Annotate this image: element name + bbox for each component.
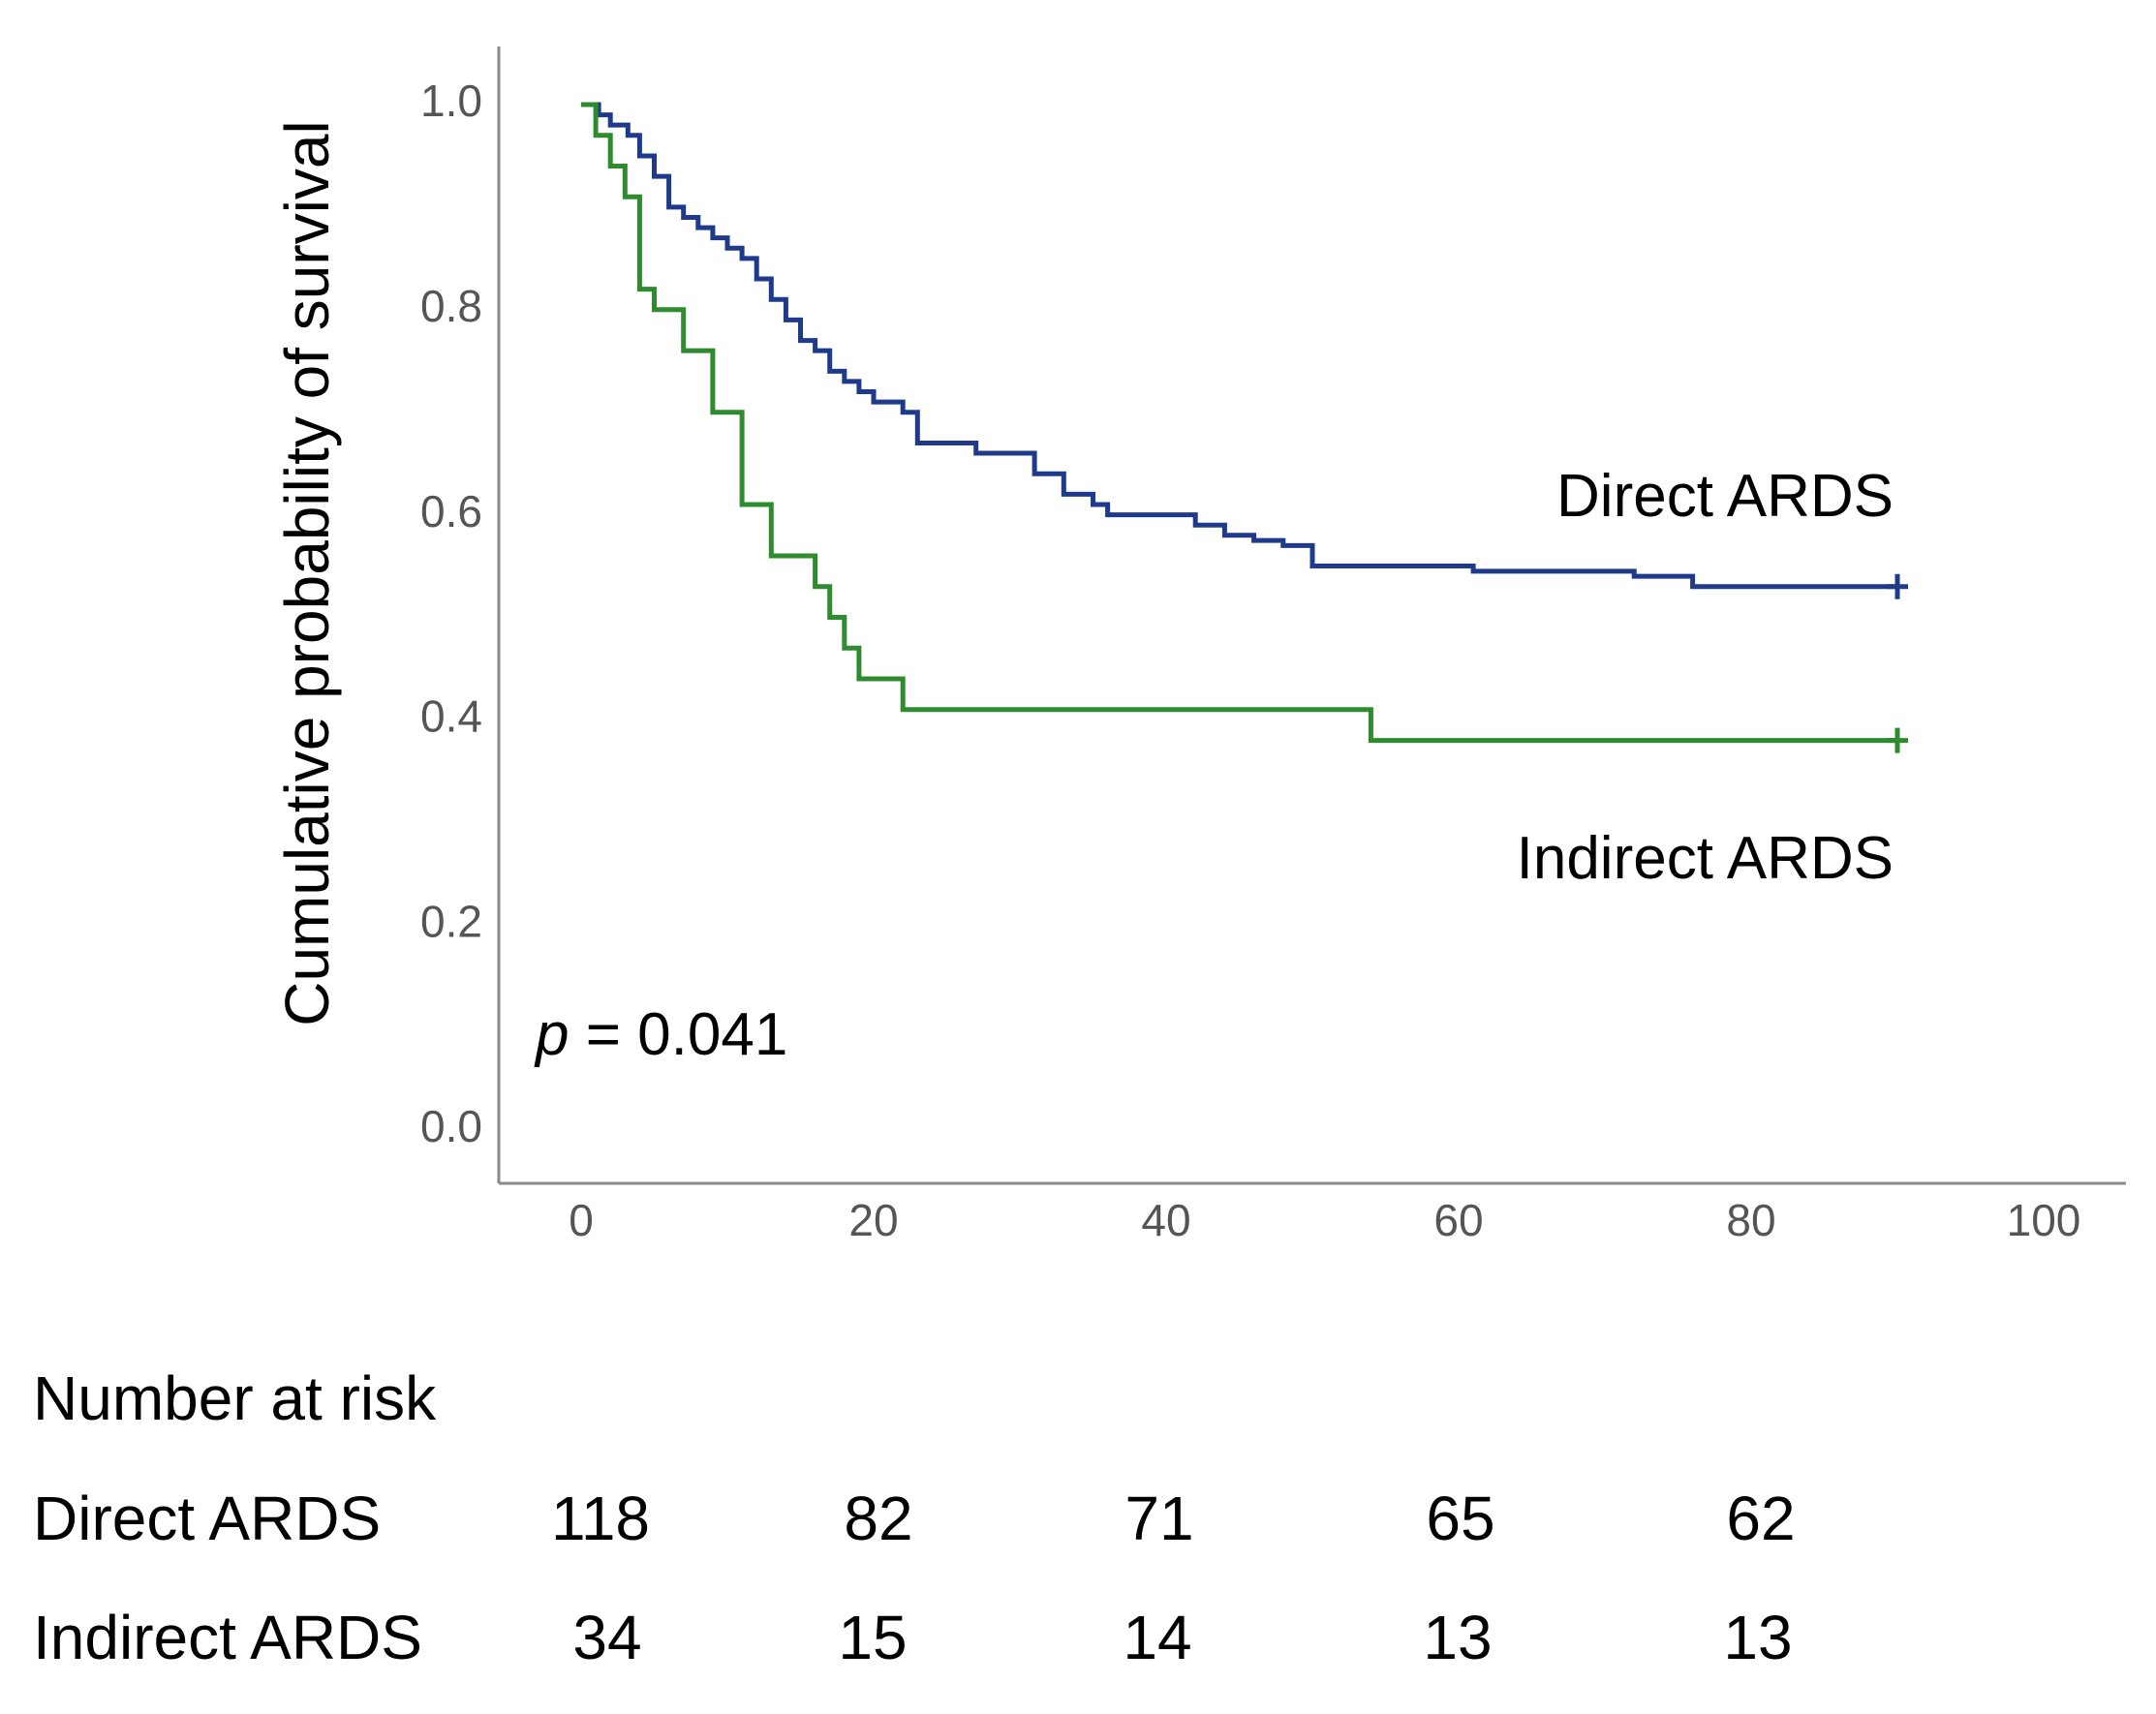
y-tick-label: 0.2 — [420, 896, 482, 946]
chart-axes — [497, 46, 2126, 1185]
survival-curves — [581, 102, 1908, 753]
series-label-direct: Direct ARDS — [1556, 463, 1894, 530]
x-tick-label: 60 — [1433, 1195, 1483, 1245]
risk-value: 15 — [838, 1603, 908, 1672]
risk-value: 82 — [844, 1484, 913, 1553]
x-tick-label: 20 — [848, 1195, 898, 1245]
risk-row-label-direct: Direct ARDS — [33, 1484, 382, 1553]
risk-value: 13 — [1423, 1603, 1493, 1672]
censor-mark-indirect-ards — [1887, 727, 1908, 753]
y-axis-label: Cumulative probability of survival — [272, 120, 342, 1026]
risk-value: 14 — [1123, 1603, 1192, 1672]
risk-value: 34 — [572, 1603, 642, 1672]
x-tick-label: 100 — [2007, 1195, 2081, 1245]
y-tick-label: 0.4 — [420, 691, 482, 742]
p-value-annotation: p = 0.041 — [534, 1001, 787, 1068]
risk-table-title: Number at risk — [33, 1363, 437, 1433]
p-symbol: p — [534, 1001, 569, 1068]
y-tick-label: 0.0 — [420, 1101, 482, 1151]
y-tick-label: 0.6 — [420, 486, 482, 536]
risk-value: 13 — [1723, 1603, 1793, 1672]
x-tick-label: 80 — [1726, 1195, 1775, 1245]
survival-curve-indirect-ards — [581, 102, 1897, 744]
series-label-indirect: Indirect ARDS — [1517, 825, 1894, 892]
risk-value: 62 — [1726, 1484, 1796, 1553]
risk-value: 71 — [1124, 1484, 1194, 1553]
x-tick-labels: 0 20 40 60 80 100 — [569, 1195, 2080, 1245]
y-tick-labels: 0.0 0.2 0.4 0.6 0.8 1.0 — [420, 76, 482, 1151]
y-tick-label: 0.8 — [420, 281, 482, 331]
survival-curve-direct-ards — [581, 102, 1897, 590]
y-tick-label: 1.0 — [420, 76, 482, 126]
censor-mark-direct-ards — [1887, 573, 1908, 599]
x-tick-label: 40 — [1141, 1195, 1190, 1245]
risk-value: 65 — [1426, 1484, 1495, 1553]
risk-value: 118 — [550, 1484, 651, 1553]
x-tick-label: 0 — [569, 1195, 594, 1245]
risk-row-label-indirect: Indirect ARDS — [33, 1603, 422, 1672]
p-value-text: = 0.041 — [569, 1001, 787, 1068]
km-chart: 0.0 0.2 0.4 0.6 0.8 1.0 0 20 40 60 80 100 Cumulati… — [272, 46, 2126, 1245]
